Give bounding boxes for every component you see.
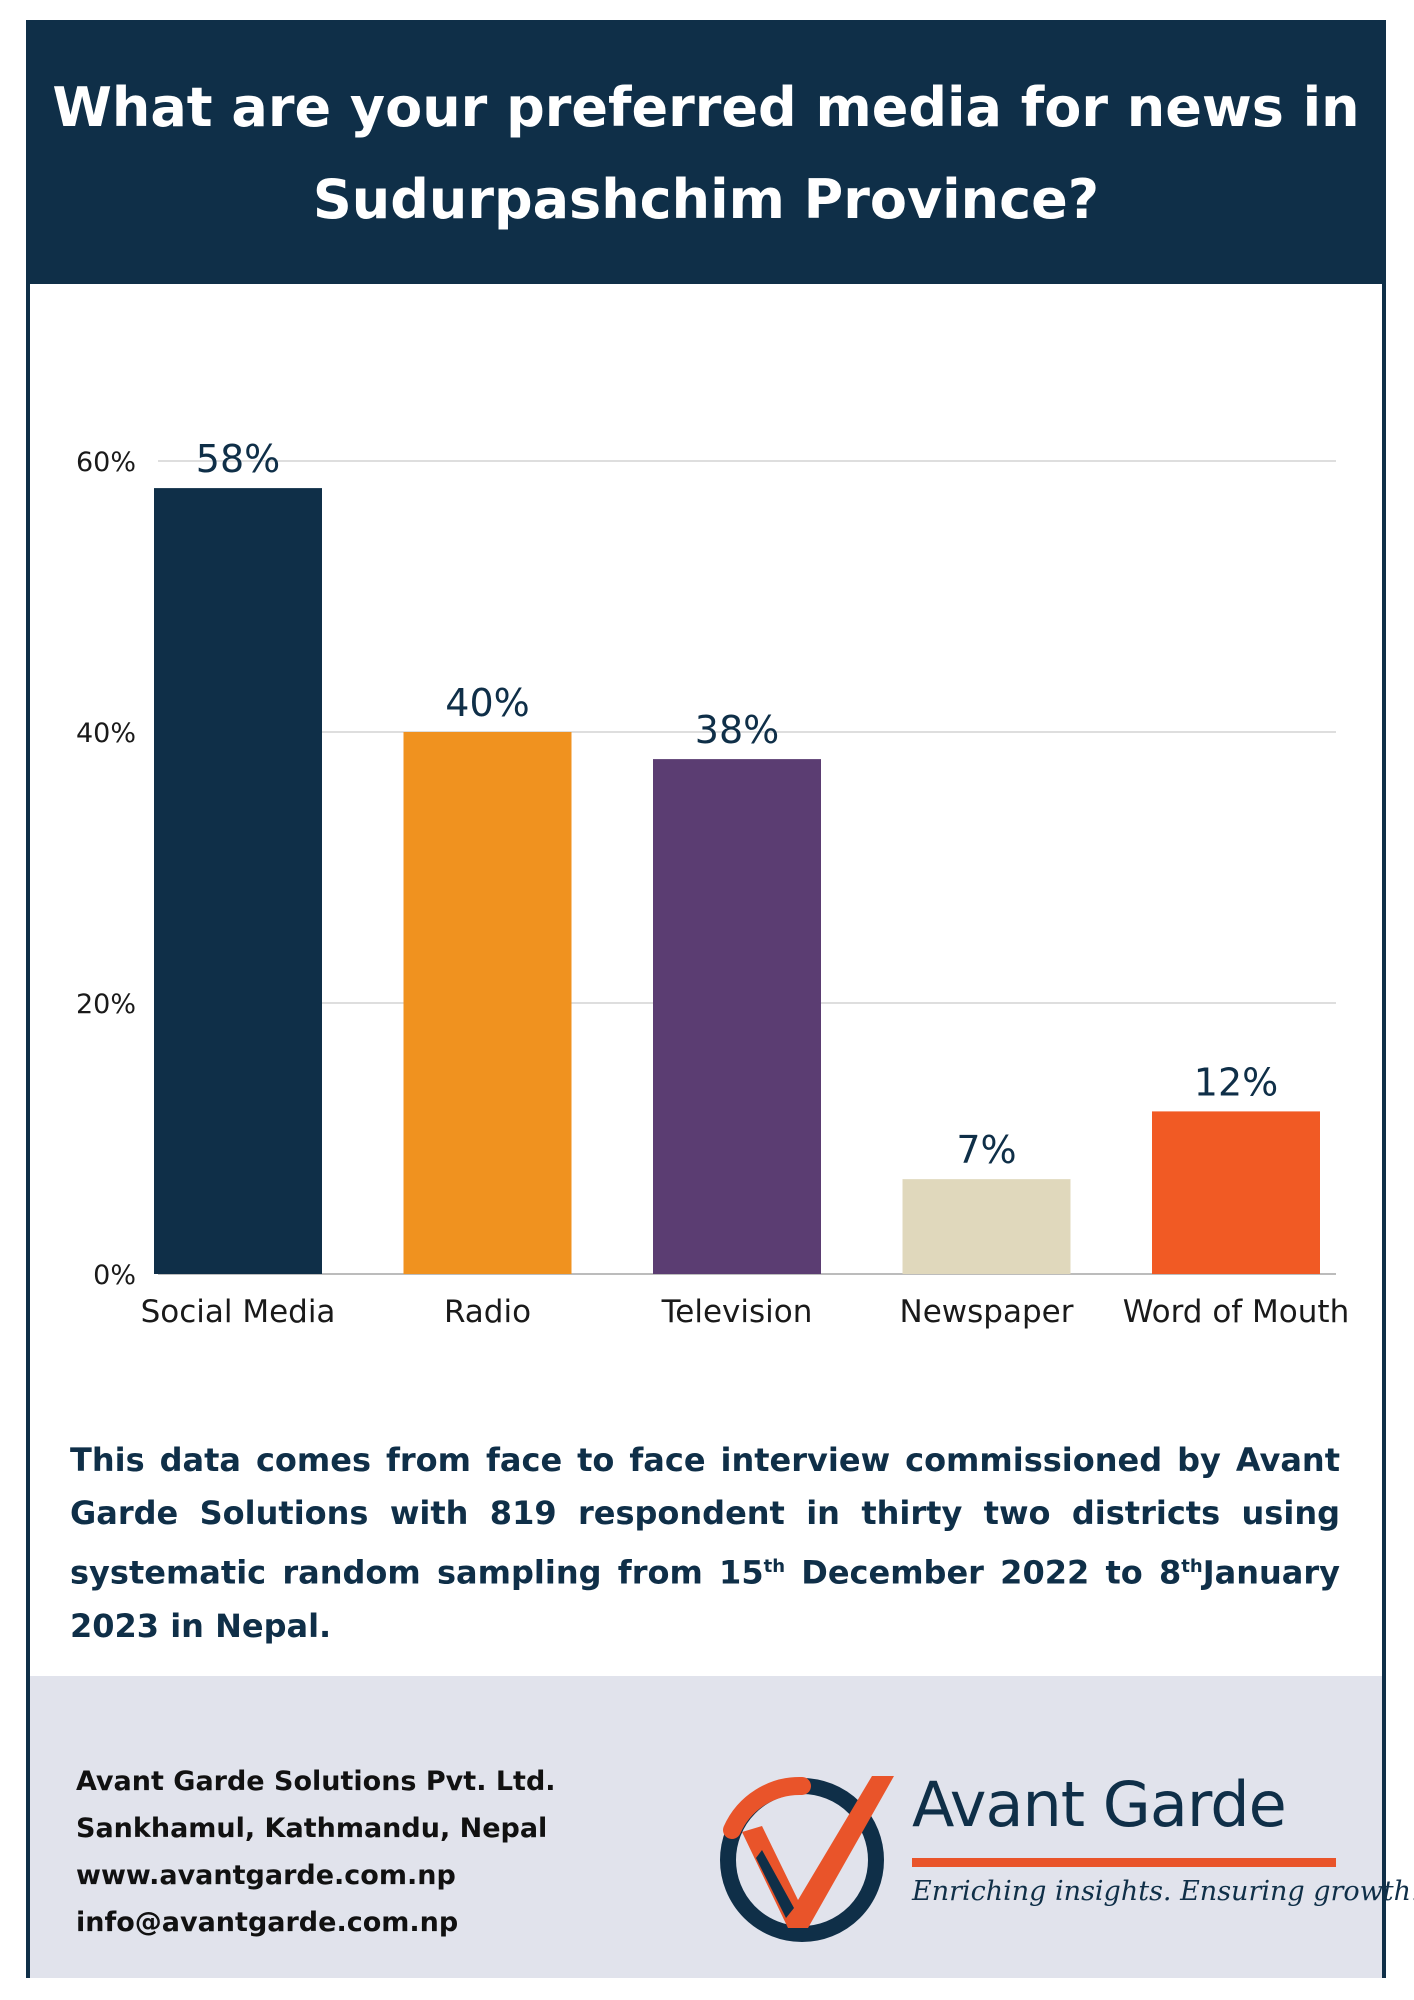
bar-chart: 0% 20% 40% 60% 58% Social Media 40% Radio 38% Tel… xyxy=(76,437,1349,1330)
brand-tagline: Enriching insights. Ensuring growth. xyxy=(912,1876,1414,1907)
y-tick-label: 60% xyxy=(76,447,136,478)
note-text-1: This data comes from face to face interv… xyxy=(70,1441,1340,1592)
contact-block: Avant Garde Solutions Pvt. Ltd. Sankhamu… xyxy=(76,1758,556,1946)
data-label: 40% xyxy=(445,681,529,725)
chart-title: What are your preferred media for news i… xyxy=(52,76,1360,231)
brand-logo-text: Avant Garde xyxy=(912,1768,1287,1841)
title-banner: What are your preferred media for news i… xyxy=(30,24,1382,284)
x-tick-label: Radio xyxy=(444,1294,531,1330)
data-label: 7% xyxy=(956,1128,1016,1172)
brand-underline xyxy=(912,1858,1336,1867)
bar xyxy=(653,759,821,1274)
bar xyxy=(154,488,322,1275)
email-link[interactable]: info@avantgarde.com.np xyxy=(76,1907,459,1938)
methodology-note: This data comes from face to face interv… xyxy=(70,1434,1340,1653)
footer: Avant Garde Solutions Pvt. Ltd. Sankhamu… xyxy=(30,1676,1414,1978)
company-name: Avant Garde Solutions Pvt. Ltd. xyxy=(76,1766,556,1797)
company-address: Sankhamul, Kathmandu, Nepal xyxy=(76,1813,548,1844)
y-tick-label: 20% xyxy=(76,989,136,1020)
bar xyxy=(902,1179,1071,1274)
x-tick-label: Word of Mouth xyxy=(1123,1294,1349,1330)
bar xyxy=(1152,1111,1320,1274)
data-label: 58% xyxy=(196,437,280,481)
x-tick-label: Social Media xyxy=(141,1294,336,1330)
data-label: 12% xyxy=(1194,1060,1278,1104)
note-text-3: January 2023 in Nepal. xyxy=(70,1553,1341,1645)
infographic-frame: What are your preferred media for news i… xyxy=(26,20,1414,1978)
x-tick-label: Television xyxy=(661,1294,813,1330)
y-tick-label: 40% xyxy=(76,718,136,749)
website-link[interactable]: www.avantgarde.com.np xyxy=(76,1860,456,1891)
note-text-2: December 2022 to 8 xyxy=(785,1553,1182,1592)
y-tick-label: 0% xyxy=(93,1260,136,1291)
data-label: 38% xyxy=(695,708,779,752)
checkmark-logo-icon xyxy=(720,1776,894,1942)
x-tick-label: Newspaper xyxy=(900,1294,1074,1330)
note-superscript-2: th xyxy=(1181,1556,1203,1577)
note-superscript-1: th xyxy=(763,1556,786,1577)
bar xyxy=(403,732,572,1274)
